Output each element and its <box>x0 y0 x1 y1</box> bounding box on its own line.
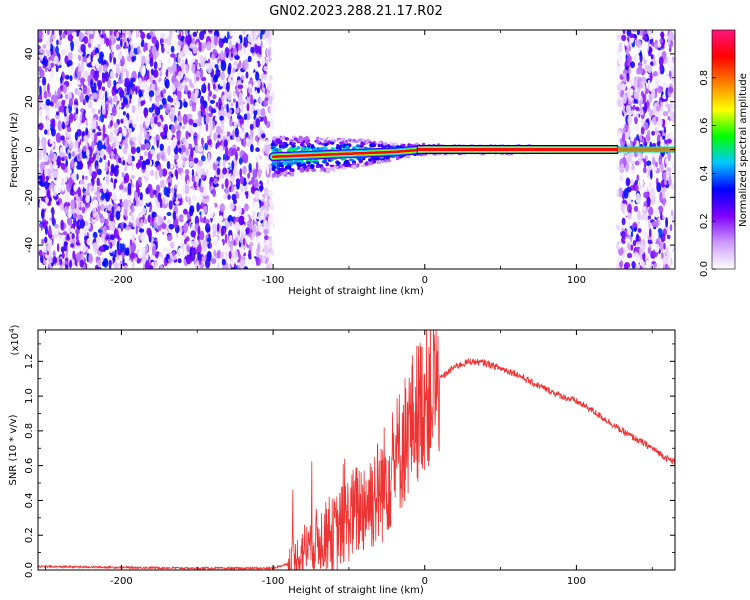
snr-y-tick-label: 0.0 <box>24 562 35 578</box>
colorbar: 0.0 0.2 0.4 0.6 0.8 Normalized spectral ampl… <box>699 29 749 277</box>
snr-series-line <box>38 330 675 570</box>
snr-y-tick-label: 0.8 <box>24 423 35 439</box>
colorbar-label: Normalized spectral amplitude <box>738 73 749 227</box>
spectrogram-heatmap <box>38 30 675 269</box>
colorbar-tick-label: 0.8 <box>699 70 710 86</box>
colorbar-ticks: 0.0 0.2 0.4 0.6 0.8 <box>699 29 736 277</box>
snr-y-tick-label: 1.0 <box>24 388 35 404</box>
snr-x-tick-label: -200 <box>110 576 133 587</box>
spectrogram-y-ticks: -40 -20 0 20 40 <box>24 29 675 270</box>
snr-x-tick-label: -100 <box>262 576 285 587</box>
spectrogram-x-ticks: -200 -100 0 100 <box>45 30 653 286</box>
snr-y-tick-label: 1.2 <box>24 353 35 369</box>
snr-frame <box>37 329 676 571</box>
snr-panel: -200 -100 0 100 0.0 0.2 0.4 0.6 0.8 1.0 1.2 Heigh… <box>8 324 676 596</box>
spectrogram-x-tick-label: 0 <box>422 275 428 286</box>
spectrogram-y-label: Frequency (Hz) <box>9 112 20 188</box>
figure-title: GN02.2023.288.21.17.R02 <box>269 4 443 19</box>
spectrogram-x-tick-label: 100 <box>567 275 586 286</box>
colorbar-gradient <box>712 30 735 269</box>
snr-x-label: Height of straight line (km) <box>288 585 424 596</box>
snr-y-tick-label: 0.4 <box>24 492 35 508</box>
spectrogram-y-tick-label: 0 <box>24 146 35 152</box>
snr-y-label: SNR (10 * v/v) <box>8 414 19 485</box>
colorbar-tick-label: 0.0 <box>699 261 710 277</box>
colorbar-tick-label: 0.2 <box>699 213 710 229</box>
colorbar-tick-label: 0.6 <box>699 118 710 134</box>
spectrogram-y-tick-label: -20 <box>24 189 35 205</box>
spectrogram-y-tick-label: 20 <box>24 95 35 108</box>
colorbar-tick-label: 0.4 <box>699 165 710 181</box>
snr-x-ticks: -200 -100 0 100 <box>45 330 653 587</box>
snr-y-ticks: 0.0 0.2 0.4 0.6 0.8 1.0 1.2 <box>24 343 675 578</box>
snr-y-scale: (x104) <box>8 324 21 355</box>
spectrogram-y-tick-label: -40 <box>24 237 35 253</box>
spectrogram-x-label: Height of straight line (km) <box>288 286 424 297</box>
snr-y-tick-label: 0.6 <box>24 458 35 474</box>
snr-x-tick-label: 0 <box>422 576 428 587</box>
snr-y-tick-label: 0.2 <box>24 527 35 543</box>
spectrogram-x-tick-label: -100 <box>262 275 285 286</box>
spectrogram-x-tick-label: -200 <box>110 275 133 286</box>
snr-x-tick-label: 100 <box>567 576 586 587</box>
spectrogram-y-tick-label: 40 <box>24 48 35 61</box>
